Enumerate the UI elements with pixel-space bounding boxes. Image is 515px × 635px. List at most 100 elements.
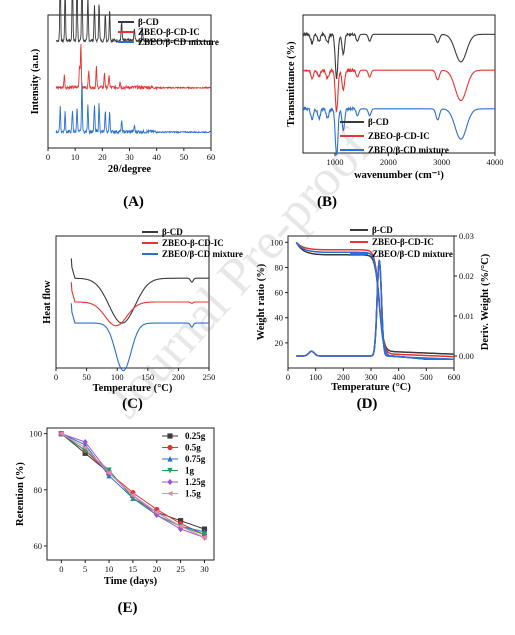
panel-e-legend-label: 0.75g [185,454,206,464]
panel-a-panel-label: (A) [123,194,144,210]
panel-d-y-tick-label: 60 [275,288,284,298]
panel-d-y2-tick-label: 0.00 [459,351,474,361]
panel-e-y-tick-label: 60 [34,541,43,551]
panel-e-x-tick-label: 30 [200,564,209,574]
panel-c-x-tick-label: 0 [54,372,58,382]
panel-e-panel-label: (E) [118,600,138,616]
panel-b-x-tick-label: 1000 [327,157,344,167]
panel-e-data-point [82,438,88,446]
panel-c-y-axis-label: Heat flow [42,280,53,324]
panel-e-x-tick-label: 20 [152,564,161,574]
panel-a-legend-label: ZBEO-β-CD-IC [138,27,200,37]
panel-d-y2-tick-label: 0.02 [459,271,474,281]
panel-e-data-point [167,444,173,451]
panel-e-y-tick-label: 100 [29,429,42,439]
panel-e-y-tick-label: 80 [34,485,43,495]
panel-d-y2-tick-label: 0.03 [459,231,474,241]
panel-c-x-tick-label: 100 [111,372,124,382]
panel-e-data-point [153,509,160,515]
panel-d-x-tick-label: 0 [286,372,290,382]
panel-d-legend-label: ZBEO/β-CD mixture [372,249,453,259]
panel-a-x-axis-label: 2θ/degree [108,164,152,175]
panel-a-series-line [55,82,212,135]
panel-d-weight-line [295,241,454,360]
panel-a-legend-label: β-CD [138,17,159,27]
panel-d-y2-axis-label: Deriv. Weight (%/°C) [480,253,491,350]
panel-a-x-tick-label: 10 [71,152,80,162]
panel-e-data-point [82,445,88,451]
panel-b-legend-label: ZBEO-β-CD-IC [368,131,430,141]
panel-e-data-point [167,433,173,439]
panel-e-data-point [129,492,136,499]
panel-b-y-axis-label: Transmittance (%) [286,41,297,127]
panel-d-x-tick-label: 200 [337,372,350,382]
panel-c-x-tick-label: 250 [203,372,216,382]
panel-e-data-point [177,523,184,529]
panel-c-legend-label: ZBEO-β-CD-IC [162,238,224,248]
panel-e-x-tick-label: 15 [129,564,138,574]
panel-b-panel-label: (B) [317,194,337,210]
panel-e-data-point [105,470,112,476]
panel-d-x-tick-label: 600 [448,372,461,382]
panel-b-plot-frame [302,14,496,154]
panel-b-series-line [302,67,495,113]
panel-d-y-tick-label: 40 [275,313,284,323]
panel-d-y-tick-label: 80 [275,262,284,272]
panel-e-y-axis-label: Retention (%) [15,462,26,526]
panel-d-y2-tick-label: 0.01 [459,311,474,321]
panel-e-x-tick-label: 5 [83,564,87,574]
panel-e-legend-label: 0.25g [185,431,206,441]
panel-a-x-tick-label: 20 [98,152,107,162]
panel-b-x-tick-label: 4000 [487,157,504,167]
panel-e-data-point [58,431,64,437]
panel-b-x-axis-label: wavenumber (cm⁻¹) [354,170,444,181]
panel-d-y-axis-label: Weight ratio (%) [256,263,267,340]
panel-d-panel-label: (D) [357,396,378,412]
panel-c-x-tick-label: 200 [172,372,185,382]
panel-d-legend-label: ZBEO-β-CD-IC [372,237,434,247]
panel-a-x-tick-label: 30 [125,152,134,162]
panel-c-series-line [70,303,209,372]
panel-e-x-axis-label: Time (days) [104,576,158,587]
panel-a-x-tick-label: 60 [207,152,216,162]
panel-d-x-tick-label: 100 [309,372,322,382]
panel-d-x-tick-label: 400 [392,372,405,382]
panel-a-x-tick-label: 50 [180,152,189,162]
panel-a-legend-label: ZBEO/β-CD mixture [138,37,219,47]
panel-c-x-axis-label: Temperature (°C) [93,383,173,394]
panel-b-legend-label: β-CD [368,117,389,127]
panel-e-x-tick-label: 25 [176,564,185,574]
panel-e-legend-label: 1g [185,466,195,476]
panel-e-x-tick-label: 0 [59,564,63,574]
panel-c-legend-label: β-CD [162,227,183,237]
panel-c-legend-label: ZBEO/β-CD mixture [162,249,243,259]
panel-e-x-tick-label: 10 [105,564,114,574]
panel-d-x-tick-label: 500 [420,372,433,382]
panel-b-series-line [302,31,495,80]
panel-e-data-point [167,478,173,486]
panel-b-legend-label: ZBEO/β-CD mixture [368,145,449,155]
panel-e-legend-label: 0.5g [185,443,201,453]
panel-a-x-tick-label: 0 [46,152,50,162]
panel-e-data-point [167,467,173,474]
panel-b-x-tick-label: 2000 [380,157,397,167]
panel-a-y-axis-label: Intensity (a.u.) [30,48,41,114]
panel-e-data-point [166,490,173,497]
panel-d-x-tick-label: 300 [365,372,378,382]
panel-a-x-tick-label: 40 [152,152,161,162]
panel-c-series-line [70,282,209,327]
panel-e-data-point [201,534,208,541]
panel-c-x-tick-label: 150 [141,372,154,382]
panel-e-plot-frame [46,427,215,561]
panel-c-series-line [70,258,209,324]
panel-a-series-line [55,0,212,44]
panel-d-y-tick-label: 20 [275,338,284,348]
panel-e-data-point [178,518,184,524]
panel-a-series-line [55,43,212,91]
panel-d-x-axis-label: Temperature (°C) [331,382,411,393]
panel-e-legend-label: 1.25g [185,477,206,487]
panel-d-y-tick-label: 100 [270,237,283,247]
panel-d-legend-label: β-CD [372,225,393,235]
panel-c-panel-label: (C) [122,396,143,412]
